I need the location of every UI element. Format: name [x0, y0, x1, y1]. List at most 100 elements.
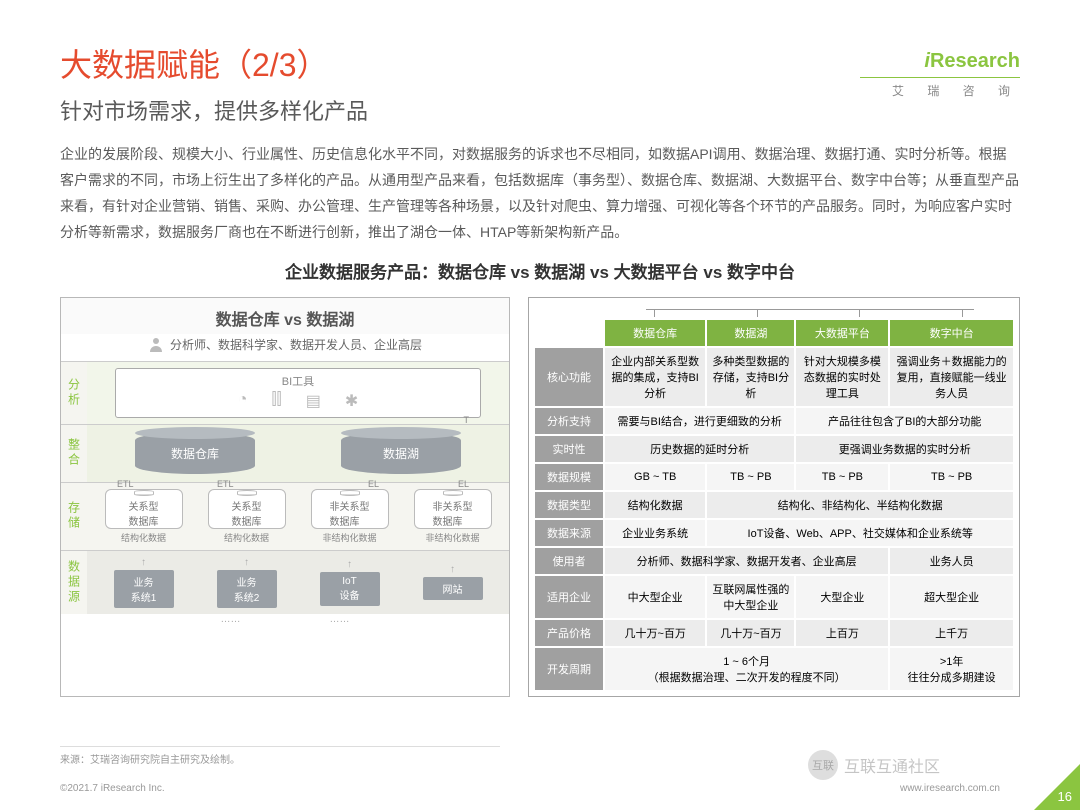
table-column-header: 数字中台: [889, 319, 1014, 347]
body-paragraph: 企业的发展阶段、规模大小、行业属性、历史信息化水平不同，对数据服务的诉求也不尽相…: [60, 142, 1020, 246]
table-cell: 上千万: [889, 619, 1014, 647]
db-label: 关系型 数据库: [129, 498, 159, 528]
layer-analysis: 分析 BI工具 ◔ ⫿⫿ ▤ ✱: [61, 361, 509, 424]
table-row: 数据规模GB ~ TBTB ~ PBTB ~ PBTB ~ PB: [534, 463, 1014, 491]
t-label: T: [464, 415, 470, 425]
copyright: ©2021.7 iResearch Inc.: [60, 783, 165, 794]
storage-db-item: 非关系型 数据库非结构化数据: [311, 489, 389, 544]
db-label: 非关系型 数据库: [330, 498, 370, 528]
table-cell: 企业内部关系型数据的集成，支持BI分析: [604, 347, 706, 407]
list-icon: ▤: [306, 391, 321, 411]
warehouse-label: 数据仓库: [171, 445, 219, 462]
db-box: 关系型 数据库: [208, 489, 286, 529]
layer-label-source: 数据源: [61, 550, 87, 614]
db-sublabel: 非结构化数据: [425, 531, 479, 544]
table-cell: 强调业务＋数据能力的复用，直接赋能一线业务人员: [889, 347, 1014, 407]
etl-label-2: ETL: [217, 479, 234, 489]
source-note: 来源：艾瑞咨询研究院自主研究及绘制。: [60, 746, 500, 766]
storage-db-item: 非关系型 数据库非结构化数据: [414, 489, 492, 544]
db-sublabel: 非结构化数据: [322, 531, 376, 544]
table-cell: TB ~ PB: [795, 463, 889, 491]
bracket-connector: [605, 302, 1015, 316]
table-cell: 结构化数据: [604, 491, 706, 519]
storage-db-item: 关系型 数据库结构化数据: [208, 489, 286, 544]
table-cell: 多种类型数据的存储，支持BI分析: [706, 347, 795, 407]
table-cell: 分析师、数据科学家、数据开发者、企业高层: [604, 547, 889, 575]
table-row-header: 数据规模: [534, 463, 604, 491]
table-row-header: 使用者: [534, 547, 604, 575]
lake-label: 数据湖: [383, 445, 419, 462]
table-cell: 更强调业务数据的实时分析: [795, 435, 1014, 463]
table-row: 分析支持需要与BI结合，进行更细致的分析产品往往包含了BI的大部分功能: [534, 407, 1014, 435]
layer-label-storage: 存储: [61, 482, 87, 550]
pie-icon: ◔: [238, 391, 248, 411]
layer-storage: 存储 ETL ETL EL EL 关系型 数据库结构化数据关系型 数据库结构化数…: [61, 482, 509, 550]
brand-logo: iResearch 艾 瑞 咨 询: [860, 50, 1020, 99]
diagram-layers: 分析 BI工具 ◔ ⫿⫿ ▤ ✱: [61, 361, 509, 614]
slide-page: iResearch 艾 瑞 咨 询 大数据赋能（2/3） 针对市场需求，提供多样…: [0, 0, 1080, 810]
table-column-header: 大数据平台: [795, 319, 889, 347]
network-icon: ✱: [345, 391, 358, 411]
table-row: 核心功能企业内部关系型数据的集成，支持BI分析多种类型数据的存储，支持BI分析针…: [534, 347, 1014, 407]
table-cell: 1 ~ 6个月 （根据数据治理、二次开发的程度不同）: [604, 647, 889, 691]
table-cell: 历史数据的延时分析: [604, 435, 795, 463]
database-icon: [134, 490, 154, 496]
table-row-header: 适用企业: [534, 575, 604, 619]
table-row: 实时性历史数据的延时分析更强调业务数据的实时分析: [534, 435, 1014, 463]
source-box: 业务 系统2: [217, 570, 277, 608]
table-cell: 几十万~百万: [604, 619, 706, 647]
comparison-panel: 数据仓库数据湖大数据平台数字中台 核心功能企业内部关系型数据的集成，支持BI分析…: [528, 297, 1020, 697]
watermark-text: 互联互通社区: [844, 753, 940, 777]
architecture-diagram: 数据仓库 vs 数据湖 分析师、数据科学家、数据开发人员、企业高层 分析 BI工…: [60, 297, 510, 697]
logo-subtext: 艾 瑞 咨 询: [860, 82, 1020, 99]
table-column-header: 数据仓库: [604, 319, 706, 347]
watermark-icon: 互联: [808, 750, 838, 780]
table-cell: TB ~ PB: [889, 463, 1014, 491]
table-row-header: 产品价格: [534, 619, 604, 647]
source-item: ↑业务 系统1: [114, 557, 174, 608]
table-cell: IoT设备、Web、APP、社交媒体和企业系统等: [706, 519, 1014, 547]
watermark: 互联 互联互通社区: [808, 750, 940, 780]
table-cell: 中大型企业: [604, 575, 706, 619]
table-column-header: 数据湖: [706, 319, 795, 347]
table-row: 产品价格几十万~百万几十万~百万上百万上千万: [534, 619, 1014, 647]
db-label: 关系型 数据库: [232, 498, 262, 528]
dots-row: …… ……: [61, 614, 509, 629]
table-cell: TB ~ PB: [706, 463, 795, 491]
table-row: 使用者分析师、数据科学家、数据开发者、企业高层业务人员: [534, 547, 1014, 575]
diagram-title: 数据仓库 vs 数据湖: [61, 298, 509, 334]
database-icon: [340, 490, 360, 496]
table-row-header: 数据来源: [534, 519, 604, 547]
warehouse-cylinder: 数据仓库: [135, 432, 255, 474]
table-cell: >1年 往往分成多期建设: [889, 647, 1014, 691]
layer-label-integrate: 整合: [61, 424, 87, 482]
table-row: 开发周期1 ~ 6个月 （根据数据治理、二次开发的程度不同）>1年 往往分成多期…: [534, 647, 1014, 691]
table-row-header: 分析支持: [534, 407, 604, 435]
source-box: IoT 设备: [320, 572, 380, 606]
comparison-table: 数据仓库数据湖大数据平台数字中台 核心功能企业内部关系型数据的集成，支持BI分析…: [533, 318, 1015, 692]
database-icon: [443, 490, 463, 496]
table-row-header: 开发周期: [534, 647, 604, 691]
bi-icons: ◔ ⫿⫿ ▤ ✱: [116, 391, 479, 411]
bi-title: BI工具: [116, 373, 479, 389]
table-row: 数据来源企业业务系统IoT设备、Web、APP、社交媒体和企业系统等: [534, 519, 1014, 547]
db-box: 关系型 数据库: [105, 489, 183, 529]
table-row: 数据类型结构化数据结构化、非结构化、半结构化数据: [534, 491, 1014, 519]
table-row: 适用企业中大型企业互联网属性强的中大型企业大型企业超大型企业: [534, 575, 1014, 619]
person-icon: [148, 336, 164, 352]
table-cell: 超大型企业: [889, 575, 1014, 619]
arrow-up-icon: ↑: [347, 559, 352, 570]
section-header: 企业数据服务产品：数据仓库 vs 数据湖 vs 大数据平台 vs 数字中台: [60, 258, 1020, 283]
source-item: ↑网站: [423, 564, 483, 600]
db-box: 非关系型 数据库: [311, 489, 389, 529]
source-item: ↑ 业务 系统2: [217, 557, 277, 608]
layer-source: 数据源 ↑业务 系统1 ↑ 业务 系统2 ↑ IoT 设备 ↑网站: [61, 550, 509, 614]
table-cell: 互联网属性强的中大型企业: [706, 575, 795, 619]
table-cell: 产品往往包含了BI的大部分功能: [795, 407, 1014, 435]
arrow-up-icon: ↑: [244, 557, 249, 568]
lake-cylinder: 数据湖: [341, 432, 461, 474]
table-cell: GB ~ TB: [604, 463, 706, 491]
db-label: 非关系型 数据库: [433, 498, 473, 528]
audience-text: 分析师、数据科学家、数据开发人员、企业高层: [170, 336, 422, 353]
source-box: 网站: [423, 577, 483, 600]
